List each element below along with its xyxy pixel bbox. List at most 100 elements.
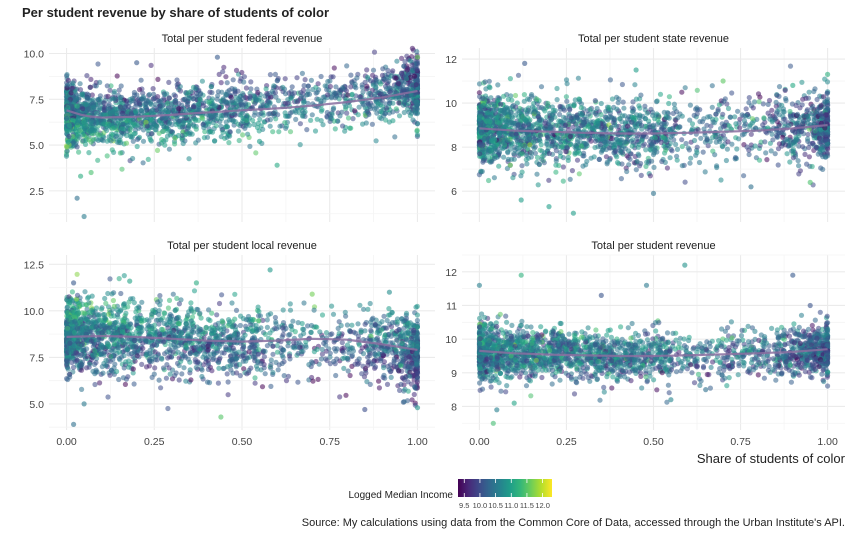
data-point <box>396 100 402 106</box>
data-point <box>576 116 583 122</box>
data-point <box>800 96 806 102</box>
data-point <box>782 116 788 122</box>
data-point <box>233 100 239 106</box>
data-point <box>507 146 514 152</box>
data-point <box>156 130 162 136</box>
data-point <box>498 101 504 107</box>
data-point <box>687 160 693 166</box>
data-point <box>155 76 161 82</box>
data-point <box>190 104 197 110</box>
data-point <box>343 104 349 110</box>
data-point <box>786 122 792 129</box>
data-point <box>187 130 193 136</box>
data-point <box>70 117 76 123</box>
data-point <box>272 71 278 77</box>
data-point <box>180 118 187 125</box>
data-point <box>77 87 84 93</box>
data-point <box>196 101 202 107</box>
data-point <box>567 176 573 182</box>
data-point <box>131 92 138 98</box>
data-point <box>134 136 141 142</box>
data-point <box>554 85 560 92</box>
panel-1: Total per student federal revenue2.55.07… <box>24 33 435 222</box>
data-point <box>611 115 617 121</box>
data-point <box>592 98 598 104</box>
data-point <box>824 90 830 96</box>
data-point <box>748 131 754 137</box>
data-point <box>599 125 605 131</box>
data-point <box>553 169 559 175</box>
data-point <box>362 79 368 85</box>
data-point <box>574 157 581 163</box>
data-point <box>659 158 665 165</box>
data-point <box>565 157 571 163</box>
data-point <box>109 147 115 153</box>
data-point <box>182 96 188 102</box>
data-point <box>524 161 530 167</box>
data-point <box>401 109 407 116</box>
y-tick-label: 7.5 <box>29 94 44 106</box>
data-point <box>787 63 794 69</box>
data-point <box>138 107 144 113</box>
data-point <box>355 321 361 327</box>
data-point <box>218 123 224 129</box>
data-point <box>315 81 321 87</box>
data-point <box>642 116 648 122</box>
data-point <box>813 144 819 150</box>
y-tick-label: 10.0 <box>24 48 45 60</box>
data-point <box>105 93 111 99</box>
data-point <box>396 113 403 119</box>
data-point <box>287 110 293 116</box>
data-point <box>308 77 314 83</box>
data-point <box>138 119 144 125</box>
data-point <box>824 150 830 156</box>
data-point <box>644 159 650 165</box>
data-point <box>64 99 70 105</box>
data-point <box>173 98 179 104</box>
data-point <box>509 114 515 120</box>
data-point <box>532 138 539 144</box>
data-point <box>629 119 635 125</box>
data-point <box>86 150 92 156</box>
data-point <box>355 112 361 118</box>
data-point <box>557 153 564 159</box>
data-point <box>722 96 728 102</box>
data-point <box>282 110 288 116</box>
data-point <box>145 156 151 162</box>
data-point <box>518 197 524 203</box>
data-point <box>409 45 415 52</box>
data-point <box>765 110 771 116</box>
data-point <box>82 126 88 132</box>
data-point <box>283 125 289 131</box>
y-tick-label: 12 <box>445 54 457 66</box>
data-point <box>325 92 331 98</box>
data-point <box>810 132 817 138</box>
data-point <box>761 115 767 121</box>
data-point <box>620 99 626 105</box>
data-point <box>305 83 311 89</box>
data-point <box>624 168 630 175</box>
data-point <box>509 156 515 162</box>
data-point <box>267 72 273 78</box>
data-point <box>220 69 226 75</box>
data-point <box>139 96 145 102</box>
data-point <box>796 163 802 169</box>
data-point <box>694 150 700 156</box>
data-point <box>69 85 75 92</box>
data-point <box>618 150 624 156</box>
data-point <box>328 114 334 120</box>
data-point <box>485 110 491 116</box>
data-point <box>144 123 150 129</box>
data-point <box>66 133 72 140</box>
data-point <box>729 90 735 96</box>
data-point <box>332 126 338 132</box>
data-point <box>180 140 186 147</box>
data-point <box>390 100 396 106</box>
data-point <box>583 162 589 168</box>
data-point <box>679 89 685 95</box>
data-point <box>221 64 227 70</box>
data-point <box>720 111 726 117</box>
data-point <box>275 98 282 104</box>
data-point <box>772 151 778 157</box>
panel-title: Total per student local revenue <box>167 240 317 252</box>
